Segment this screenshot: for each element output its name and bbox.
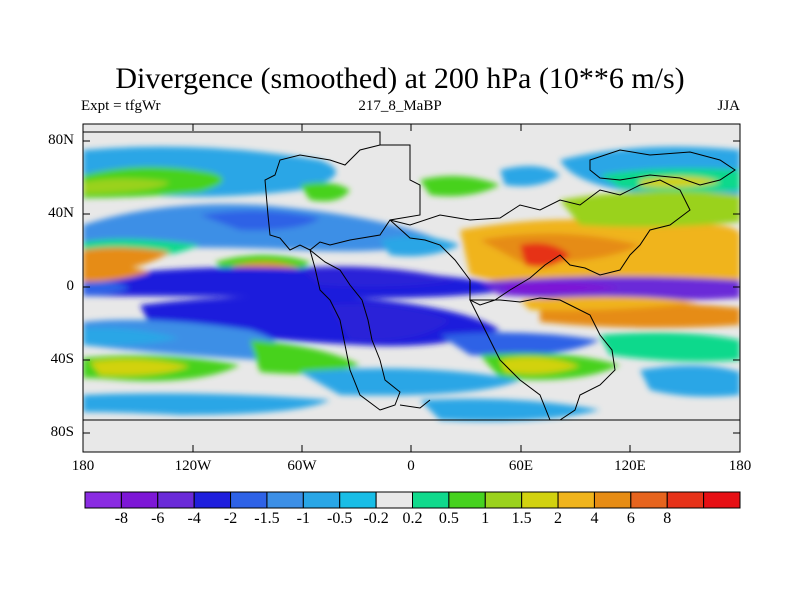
y-label-80S: 80S — [50, 424, 74, 440]
colorbar-label: -4 — [187, 510, 201, 527]
colorbar-label: 1.5 — [511, 510, 532, 527]
colorbar-box — [157, 491, 195, 509]
x-label-0: 0 — [407, 458, 415, 474]
colorbar-box — [630, 491, 668, 509]
axis-ticks — [82, 124, 741, 452]
colorbar-label: -1.5 — [254, 510, 280, 527]
colorbar-box — [448, 491, 486, 509]
colorbar-box — [666, 491, 705, 509]
x-label-180w: 180 — [71, 458, 95, 474]
colorbar-box — [302, 491, 341, 509]
colorbar-box — [593, 491, 632, 509]
y-label-0: 0 — [66, 278, 75, 294]
colorbar-label: 0.5 — [438, 510, 459, 527]
colorbar-box — [484, 491, 523, 509]
x-label-60e: 60E — [508, 458, 534, 474]
colorbar-label: 2 — [554, 510, 563, 527]
colorbar-label: 6 — [626, 510, 635, 527]
colorbar-label: -6 — [151, 510, 165, 527]
colorbar-box — [557, 491, 595, 509]
colorbar-box — [230, 491, 268, 509]
colorbar-label: 1 — [481, 510, 490, 527]
x-label-120w: 120W — [174, 458, 212, 474]
y-label-40N: 40N — [48, 205, 74, 221]
colorbar-box — [703, 491, 741, 509]
x-label-60w: 60W — [287, 458, 317, 474]
run-label: 217_8_MaBP — [358, 98, 442, 114]
colorbar-box — [412, 491, 450, 509]
y-label-40S: 40S — [50, 351, 74, 367]
map-title: Divergence (smoothed) at 200 hPa (10**6 … — [115, 62, 685, 95]
land-outline — [83, 131, 740, 421]
colorbar-label: -0.5 — [327, 510, 353, 527]
season-label: JJA — [717, 98, 740, 114]
colorbar-label: -1 — [296, 510, 310, 527]
divergence-field — [83, 124, 740, 452]
colorbar-label: 0.2 — [402, 510, 423, 527]
x-label-120e: 120E — [614, 458, 646, 474]
colorbar-box — [84, 491, 122, 509]
colorbar-box — [266, 491, 304, 509]
colorbar-box — [193, 491, 232, 509]
colorbar-label: -2 — [223, 510, 238, 527]
y-label-80N: 80N — [48, 132, 74, 148]
colorbar — [84, 491, 741, 509]
colorbar-label: 4 — [590, 510, 599, 527]
colorbar-box — [120, 491, 159, 509]
colorbar-label: 8 — [663, 510, 672, 527]
experiment-label: Expt = tfgWr — [81, 98, 161, 114]
colorbar-label: -8 — [114, 510, 129, 527]
colorbar-label: -0.2 — [363, 510, 389, 527]
colorbar-box — [339, 491, 377, 509]
colorbar-box — [521, 491, 559, 509]
x-label-180e: 180 — [728, 458, 752, 474]
colorbar-box — [375, 491, 414, 509]
